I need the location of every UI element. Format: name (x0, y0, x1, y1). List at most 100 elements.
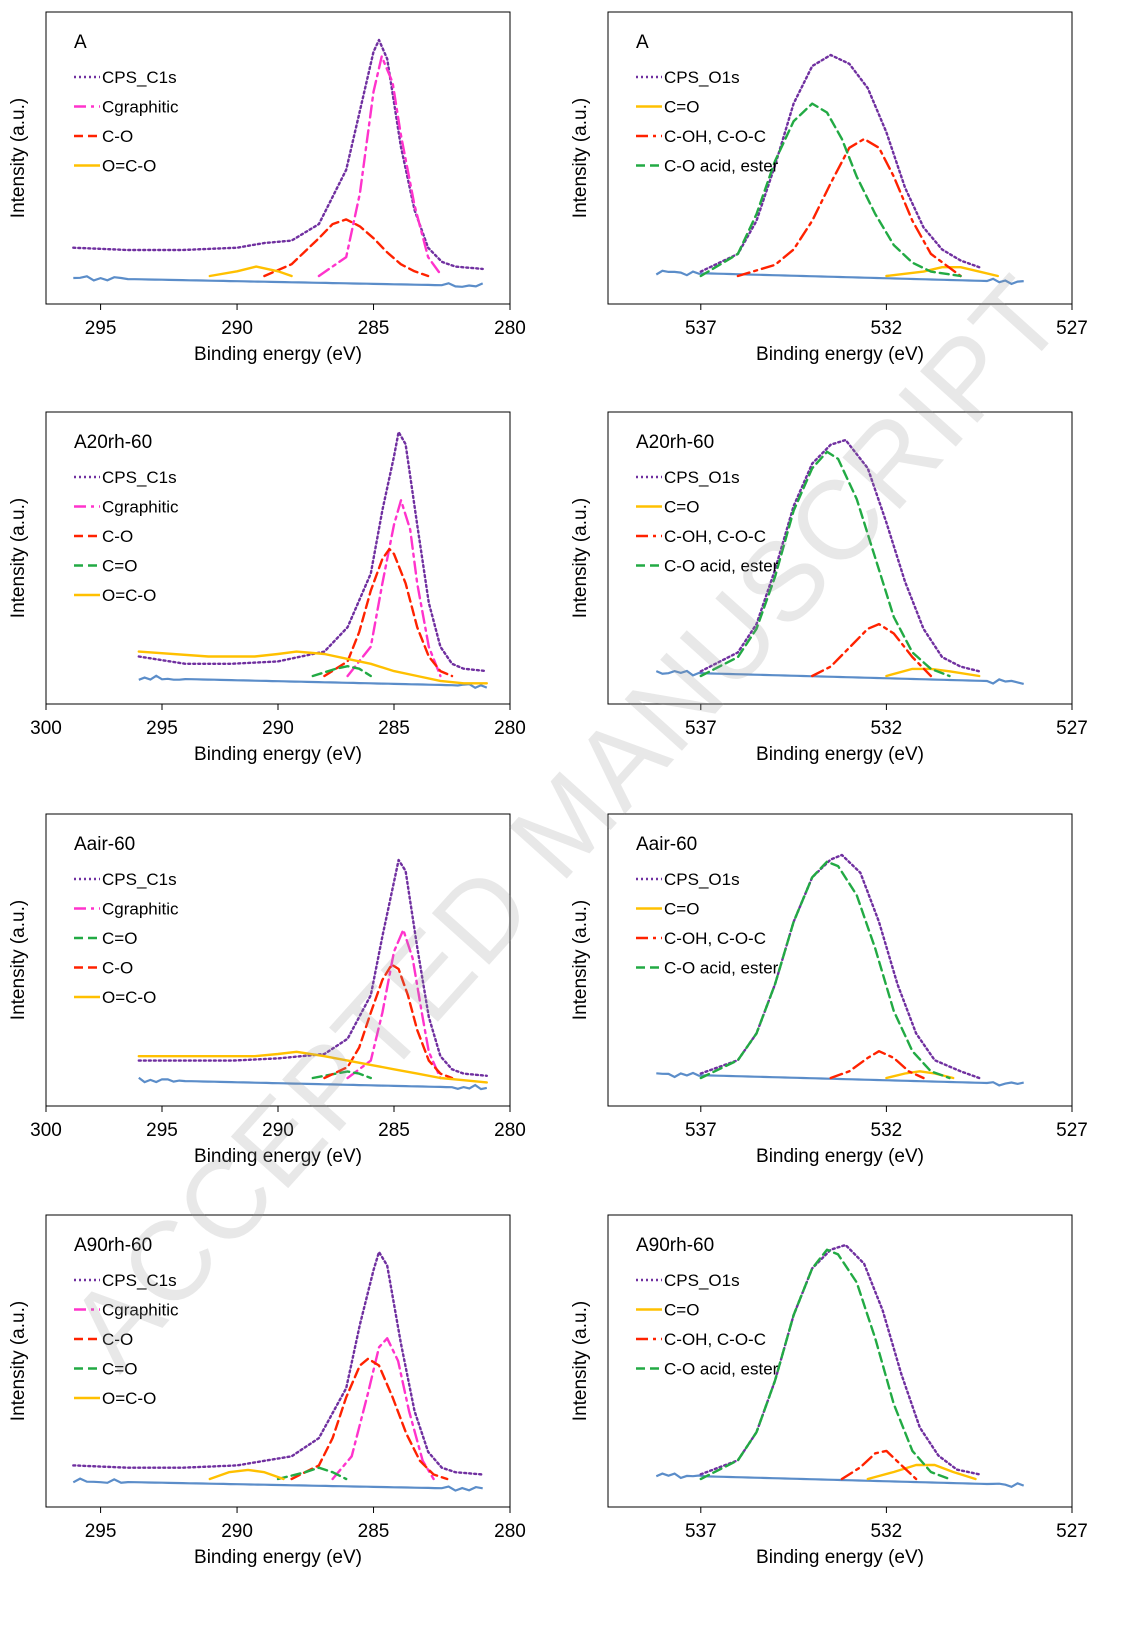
chart-panel: 537 532 527 Binding energy (eV) Intensity (a… (570, 1214, 1088, 1568)
series-line (137, 858, 488, 1078)
series-line (137, 430, 488, 673)
legend-label: C=O (664, 1301, 699, 1320)
x-tick-label: 285 (378, 718, 410, 739)
legend-label: CPS_C1s (102, 1271, 177, 1290)
legend-label: CPS_O1s (664, 1271, 740, 1290)
legend-label: C=O (102, 929, 137, 948)
x-tick-label: 532 (871, 718, 903, 739)
series-line (263, 218, 430, 278)
chart-panel: 300 295 290 285 280 Binding energy (eV) Intens… (8, 813, 526, 1167)
series-line (311, 1070, 372, 1080)
series-line (699, 53, 981, 273)
y-axis-label: Intensity (a.u.) (8, 498, 29, 618)
plot-frame (607, 411, 1073, 705)
y-axis-label: Intensity (a.u.) (570, 900, 591, 1020)
legend-label: CPS_C1s (102, 870, 177, 889)
x-tick-label: 290 (221, 1521, 253, 1542)
chart-panel: 295 290 285 280 Binding energy (eV) Intensity… (8, 11, 526, 365)
legend-label: C-O acid, ester (664, 157, 779, 176)
legend-label: C-O (102, 127, 133, 146)
series-line (311, 665, 372, 678)
legend-label: C-O acid, ester (664, 557, 779, 576)
x-axis-label: Binding energy (eV) (756, 1146, 924, 1167)
series-line (323, 963, 454, 1080)
legend-label: C=O (664, 498, 699, 517)
x-tick-label: 295 (146, 718, 178, 739)
x-tick-label: 537 (685, 1120, 717, 1141)
chart-panel: 300 295 290 285 280 Binding energy (eV) Intens… (8, 411, 526, 765)
baseline-line (72, 1477, 483, 1492)
series-line (72, 38, 484, 271)
plot-frame (607, 1214, 1073, 1508)
x-tick-label: 290 (262, 1120, 294, 1141)
series-line (208, 1468, 285, 1481)
series-line (699, 860, 951, 1080)
series-line (346, 499, 442, 678)
x-tick-label: 527 (1056, 1521, 1088, 1542)
plot-frame (607, 813, 1073, 1107)
series-line (885, 266, 999, 278)
x-tick-label: 295 (146, 1120, 178, 1141)
panel-title: A20rh-60 (636, 432, 714, 453)
chart-panel: 537 532 527 Binding energy (eV) Intensity (a… (570, 813, 1088, 1167)
series-line (208, 265, 293, 278)
x-tick-label: 537 (685, 1521, 717, 1542)
baseline-line (655, 269, 1024, 286)
legend-label: C=O (664, 900, 699, 919)
y-axis-label: Intensity (a.u.) (8, 98, 29, 218)
legend-label: C-OH, C-O-C (664, 127, 766, 146)
x-tick-label: 290 (221, 318, 253, 339)
series-line (885, 667, 981, 678)
x-axis-label: Binding energy (eV) (194, 344, 362, 365)
series-line (72, 1250, 484, 1476)
x-tick-label: 527 (1056, 1120, 1088, 1141)
y-axis-label: Intensity (a.u.) (8, 900, 29, 1020)
x-axis-label: Binding energy (eV) (194, 744, 362, 765)
panel-title: Aair-60 (74, 834, 135, 855)
x-tick-label: 295 (85, 318, 117, 339)
legend-label: C-OH, C-O-C (664, 929, 766, 948)
x-tick-label: 537 (685, 718, 717, 739)
x-tick-label: 537 (685, 318, 717, 339)
x-tick-label: 532 (871, 1521, 903, 1542)
legend-label: C-OH, C-O-C (664, 1330, 766, 1349)
x-tick-label: 300 (30, 1120, 62, 1141)
y-axis-label: Intensity (a.u.) (570, 1301, 591, 1421)
panel-title: A (74, 32, 87, 53)
plot-frame (45, 1214, 511, 1508)
legend-label: CPS_O1s (664, 870, 740, 889)
series-line (331, 1337, 435, 1481)
legend-label: C-OH, C-O-C (664, 527, 766, 546)
series-line (736, 137, 962, 278)
series-line (699, 1248, 951, 1481)
series-line (276, 1466, 348, 1481)
y-axis-label: Intensity (a.u.) (570, 98, 591, 218)
x-tick-label: 527 (1056, 718, 1088, 739)
baseline-line (138, 674, 488, 690)
series-line (137, 1050, 488, 1084)
series-line (699, 102, 962, 278)
panel-title: Aair-60 (636, 834, 697, 855)
x-axis-label: Binding energy (eV) (756, 744, 924, 765)
series-line (137, 650, 488, 685)
plot-frame (45, 11, 511, 305)
x-tick-label: 285 (378, 1120, 410, 1141)
series-line (829, 1049, 925, 1080)
chart-panel: 537 532 527 Binding energy (eV) Intensity (a… (570, 11, 1088, 365)
legend-label: O=C-O (102, 586, 156, 605)
panel-title: A90rh-60 (636, 1235, 714, 1256)
x-axis-label: Binding energy (eV) (194, 1547, 362, 1568)
legend-label: C=O (102, 1360, 137, 1379)
chart-panel: 537 532 527 Binding energy (eV) Intensity (a… (570, 411, 1088, 765)
legend-label: Cgraphitic (102, 498, 179, 517)
x-tick-label: 285 (358, 318, 390, 339)
series-line (866, 1463, 977, 1481)
y-axis-label: Intensity (a.u.) (570, 498, 591, 618)
baseline-line (73, 275, 484, 288)
series-line (290, 1357, 449, 1481)
series-line (317, 55, 443, 278)
legend-label: Cgraphitic (102, 1301, 179, 1320)
x-tick-label: 280 (494, 1521, 526, 1542)
legend-label: CPS_O1s (664, 68, 740, 87)
